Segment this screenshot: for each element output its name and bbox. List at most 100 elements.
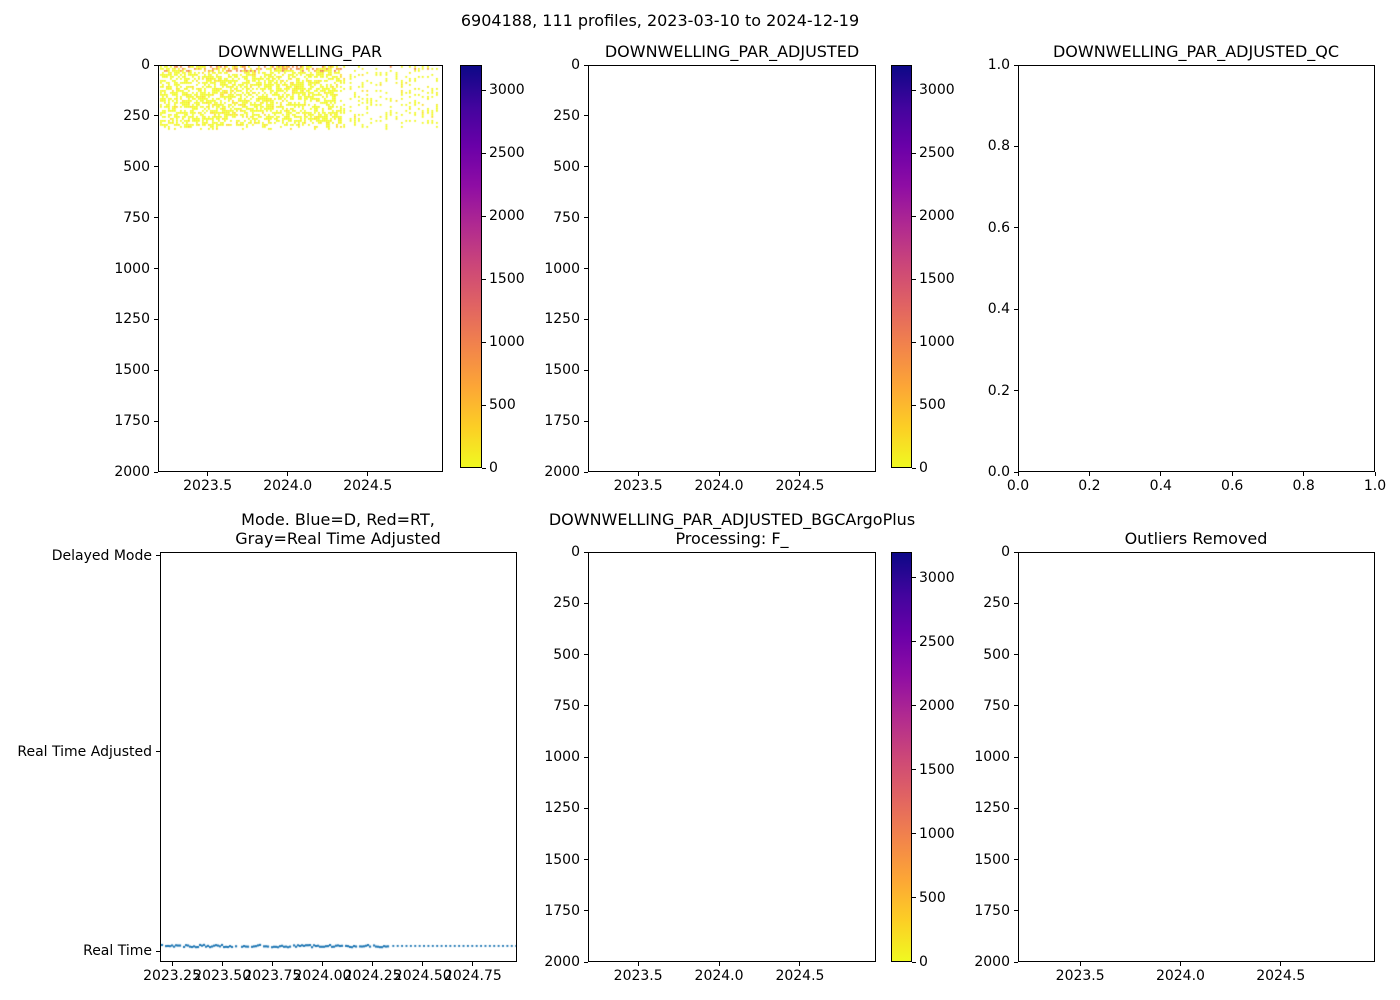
y-category-label: Real Time [83, 943, 152, 959]
y-tick-mark [584, 859, 588, 860]
x-tick-label: 2024.5 [1256, 968, 1306, 984]
y-tick-mark [584, 602, 588, 604]
y-tick-label: 750 [123, 209, 150, 226]
y-tick-label: 750 [553, 697, 580, 714]
y-tick-label: 1250 [114, 311, 150, 328]
x-tick-label: 2023.5 [613, 478, 663, 494]
y-tick-mark [1014, 227, 1018, 229]
y-tick-mark [584, 369, 588, 371]
y-tick-mark [1014, 705, 1018, 707]
y-tick-mark [154, 471, 158, 473]
axes-mode [160, 552, 517, 962]
x-tick-mark [367, 472, 369, 476]
x-tick-mark [1079, 962, 1081, 966]
colorbar-tick-label: 0 [489, 460, 498, 476]
title-mode-line1: Mode. Blue=D, Red=RT, [241, 510, 435, 529]
x-tick-mark [221, 962, 223, 966]
colorbar-tick-mark [912, 152, 916, 154]
y-tick-label: 0.8 [987, 138, 1010, 155]
x-tick-mark [1374, 472, 1376, 476]
y-tick-mark [154, 268, 158, 269]
colorbar-tick-label: 2500 [489, 145, 525, 162]
colorbar-tick-mark [482, 278, 486, 280]
colorbar-tick-mark [482, 152, 486, 154]
x-tick-label: 2024.5 [775, 968, 825, 984]
x-tick-mark [799, 472, 801, 476]
y-tick-label: 1500 [974, 851, 1010, 868]
x-tick-label: 2024.5 [775, 478, 825, 494]
y-tick-label: 0 [141, 57, 150, 73]
y-tick-mark [1014, 145, 1018, 147]
axes-downwelling-par-adjusted [588, 65, 876, 472]
y-tick-mark [154, 217, 158, 219]
colorbar-tick-mark [482, 215, 486, 217]
y-tick-label: 0.2 [987, 382, 1010, 399]
colorbar-tick-mark [912, 705, 916, 707]
y-tick-mark [156, 555, 160, 557]
y-tick-mark [584, 115, 588, 117]
y-tick-mark [1014, 64, 1018, 66]
colorbar-bgcargoplus [891, 552, 912, 962]
x-tick-label: 2023.75 [243, 968, 302, 984]
x-tick-mark [1160, 472, 1162, 476]
y-tick-label: 1250 [544, 800, 580, 817]
y-tick-label: 1500 [544, 851, 580, 868]
colorbar-tick-mark [482, 467, 486, 469]
y-tick-label: 250 [123, 107, 150, 124]
y-tick-label: 1250 [974, 800, 1010, 817]
x-tick-mark [718, 472, 720, 476]
axes-bgcargoplus [588, 552, 876, 962]
x-tick-label: 2024.00 [293, 968, 352, 984]
y-tick-mark [584, 705, 588, 707]
x-tick-mark [637, 472, 639, 476]
axes-downwelling-par-adjusted-qc [1018, 65, 1375, 472]
colorbar-downwelling-par-adjusted [891, 65, 912, 468]
y-tick-label: 0.6 [987, 219, 1010, 236]
colorbar-tick-label: 2500 [919, 633, 955, 650]
colorbar-tick-label: 0 [919, 460, 928, 476]
colorbar-tick-label: 1500 [919, 271, 955, 288]
x-tick-mark [472, 962, 474, 966]
y-tick-mark [1014, 471, 1018, 473]
x-tick-mark [372, 962, 374, 966]
y-tick-label: 1500 [544, 362, 580, 379]
x-tick-mark [1017, 472, 1019, 476]
colorbar-tick-mark [912, 641, 916, 643]
title-downwelling-par: DOWNWELLING_PAR [217, 42, 383, 61]
y-tick-mark [1014, 308, 1018, 310]
colorbar-tick-label: 3000 [919, 82, 955, 99]
y-category-label: Delayed Mode [51, 547, 152, 564]
y-tick-label: 1000 [114, 260, 150, 277]
colorbar-tick-label: 2000 [919, 208, 955, 225]
colorbar-tick-label: 500 [489, 397, 516, 414]
y-category-label: Real Time Adjusted [17, 743, 152, 760]
par-scatter-canvas [159, 66, 442, 206]
y-tick-label: 1000 [544, 260, 580, 277]
y-tick-mark [154, 369, 158, 371]
y-tick-label: 250 [553, 107, 580, 124]
x-tick-label: 2023.25 [143, 968, 201, 984]
x-tick-label: 2023.50 [193, 968, 252, 984]
y-tick-mark [154, 115, 158, 117]
x-tick-mark [422, 962, 424, 966]
title-bgcargoplus-line2: Processing: F_ [675, 529, 789, 548]
x-tick-label: 0.2 [1078, 478, 1101, 494]
y-tick-label: 1750 [544, 413, 580, 430]
y-tick-label: 500 [123, 158, 150, 175]
y-tick-mark [584, 756, 588, 758]
colorbar-downwelling-par [460, 65, 482, 468]
x-tick-label: 2024.0 [1155, 968, 1205, 984]
x-tick-mark [637, 962, 639, 966]
y-tick-mark [154, 318, 158, 320]
colorbar-tick-mark [482, 404, 486, 406]
y-tick-mark [584, 420, 588, 422]
y-tick-mark [584, 318, 588, 320]
y-tick-mark [1014, 756, 1018, 758]
y-tick-mark [154, 166, 158, 168]
title-downwelling-par-adjusted-qc: DOWNWELLING_PAR_ADJUSTED_QC [1052, 42, 1340, 61]
colorbar-tick-mark [912, 404, 916, 406]
y-tick-label: 750 [553, 209, 580, 226]
y-tick-label: 250 [553, 595, 580, 612]
x-tick-label: 0.4 [1149, 478, 1172, 494]
y-tick-mark [584, 166, 588, 168]
